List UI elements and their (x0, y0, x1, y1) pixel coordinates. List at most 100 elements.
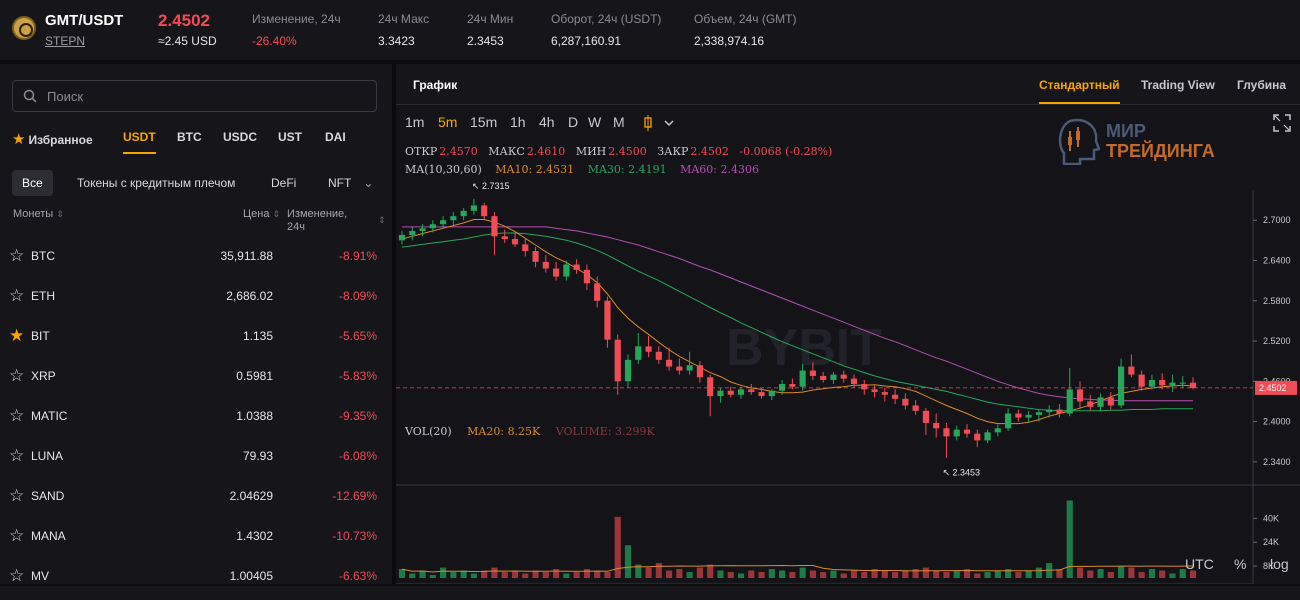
filter-all[interactable]: Все (12, 170, 53, 196)
interval-4h[interactable]: 4h (539, 114, 555, 130)
tab-dai[interactable]: DAI (325, 130, 346, 144)
coin-change: -5.83% (338, 369, 377, 383)
candle-body (686, 365, 693, 371)
tab-favorites[interactable]: ★ Избранное (12, 130, 93, 148)
column-price[interactable]: Цена ⇕ (243, 208, 280, 220)
favorite-star-icon[interactable]: ☆ (9, 286, 25, 305)
filter-leveraged[interactable]: Токены с кредитным плечом (77, 176, 236, 190)
volume-bar (481, 570, 488, 578)
volume-bar (563, 573, 570, 578)
volume-bar (398, 569, 406, 578)
percent-button[interactable]: % (1234, 556, 1247, 572)
pair-title[interactable]: GMT/USDT (45, 12, 124, 29)
interval-m[interactable]: M (613, 114, 625, 130)
project-link[interactable]: STEPN (45, 34, 86, 48)
candle-body (583, 269, 590, 284)
volume-bar (717, 570, 724, 578)
list-item[interactable]: ☆ LUNA 79.93 -6.08% (0, 436, 392, 476)
candle-body (624, 359, 632, 382)
tab-btc[interactable]: BTC (177, 130, 202, 144)
volume-bar (624, 545, 632, 578)
candle-body (892, 394, 899, 399)
list-item[interactable]: ☆ XRP 0.5981 -5.83% (0, 356, 392, 396)
tab-usdt[interactable]: USDT (123, 130, 156, 154)
coin-symbol: BIT (31, 329, 50, 343)
fullscreen-icon[interactable] (1272, 113, 1292, 133)
volume-bar (1159, 570, 1166, 578)
volume-bar (974, 573, 981, 578)
candle-body (501, 236, 508, 240)
price-chart[interactable]: BYBIT2.70002.64002.58002.52002.46002.400… (396, 105, 1300, 584)
list-item[interactable]: ☆ MANA 1.4302 -10.73% (0, 516, 392, 556)
volume-bar (963, 569, 971, 578)
volume-bar (707, 564, 714, 578)
interval-15m[interactable]: 15m (470, 114, 498, 130)
filter-defi[interactable]: DeFi (271, 176, 297, 190)
candle-body (491, 216, 498, 237)
candle-type-icon[interactable] (642, 114, 676, 132)
volume-bar (470, 573, 477, 578)
candle-body (881, 392, 888, 395)
interval-1h[interactable]: 1h (510, 114, 526, 130)
interval-5m[interactable]: 5m (438, 114, 458, 130)
chart-canvas[interactable]: BYBIT2.70002.64002.58002.52002.46002.400… (396, 105, 1300, 584)
volume-bar (429, 575, 436, 578)
candle-body (779, 383, 786, 391)
list-item[interactable]: ☆ BTC 35,911.88 -8.91% (0, 236, 392, 276)
filter-nft[interactable]: NFT ⌄ (328, 170, 373, 196)
interval-d[interactable]: D (568, 114, 579, 130)
volume-bar (933, 570, 940, 578)
tab-usdc[interactable]: USDC (223, 130, 258, 144)
candle-body (645, 346, 652, 352)
list-item[interactable]: ☆ MV 1.00405 -6.63% (0, 556, 392, 584)
stat-label: Изменение, 24ч (252, 12, 341, 26)
log-button[interactable]: log (1270, 556, 1289, 572)
candle-body (1087, 401, 1094, 407)
favorite-star-icon[interactable]: ☆ (9, 366, 25, 385)
sort-icon[interactable]: ⇕ (378, 215, 386, 225)
tab-standard[interactable]: Стандартный (1039, 78, 1120, 104)
favorite-star-icon[interactable]: ☆ (9, 486, 25, 505)
column-coin[interactable]: Монеты ⇕ (13, 208, 64, 220)
volume-bar (902, 570, 909, 578)
candle-body (614, 339, 621, 382)
column-label: Цена (243, 208, 270, 220)
volume-bar (737, 573, 745, 578)
volume-bar (409, 573, 416, 578)
volume-bar (573, 572, 580, 578)
favorite-star-icon[interactable]: ☆ (9, 246, 25, 265)
list-item[interactable]: ☆ SAND 2.04629 -12.69% (0, 476, 392, 516)
volume-bar (1035, 567, 1042, 578)
favorite-star-icon[interactable]: ☆ (9, 526, 25, 545)
volume-bar (1179, 569, 1186, 578)
candle-body (666, 359, 673, 367)
ma-legend: MA(10,30,60) MA10: 2.4531 MA30: 2.4191 M… (405, 163, 759, 176)
list-item[interactable]: ★ BIT 1.135 -5.65% (0, 316, 392, 356)
volume-bar (861, 572, 868, 578)
search-box[interactable] (12, 80, 377, 112)
favorite-star-icon[interactable]: ☆ (9, 566, 25, 584)
tab-trading-view[interactable]: Trading View (1141, 78, 1215, 92)
favorite-star-icon[interactable]: ☆ (9, 406, 25, 425)
favorite-star-icon[interactable]: ★ (9, 326, 25, 345)
candle-body (1005, 413, 1012, 429)
volume-ma-line (401, 564, 1194, 573)
tab-ust[interactable]: UST (278, 130, 302, 144)
watermark-line2: ТРЕЙДИНГА (1106, 141, 1215, 161)
list-item[interactable]: ☆ ETH 2,686.02 -8.09% (0, 276, 392, 316)
favorite-star-icon[interactable]: ☆ (9, 446, 25, 465)
coin-price: 2,686.02 (226, 289, 273, 303)
search-input[interactable] (47, 81, 367, 111)
volume-bar (440, 567, 447, 578)
volume-legend: VOL(20) MA20: 8.25K VOLUME: 3.299K (405, 425, 655, 438)
list-item[interactable]: ☆ MATIC 1.0388 -9.35% (0, 396, 392, 436)
tab-depth[interactable]: Глубина (1237, 78, 1287, 92)
interval-1m[interactable]: 1m (405, 114, 425, 130)
utc-button[interactable]: UTC (1185, 556, 1214, 572)
candle-body (861, 383, 868, 390)
column-change[interactable]: Изменение, 24ч (287, 208, 367, 234)
ma-label: MA(10,30,60) (405, 163, 482, 176)
vol-volume: VOLUME: 3.299K (555, 425, 655, 438)
volume-bar (1128, 567, 1135, 578)
interval-w[interactable]: W (588, 114, 602, 130)
